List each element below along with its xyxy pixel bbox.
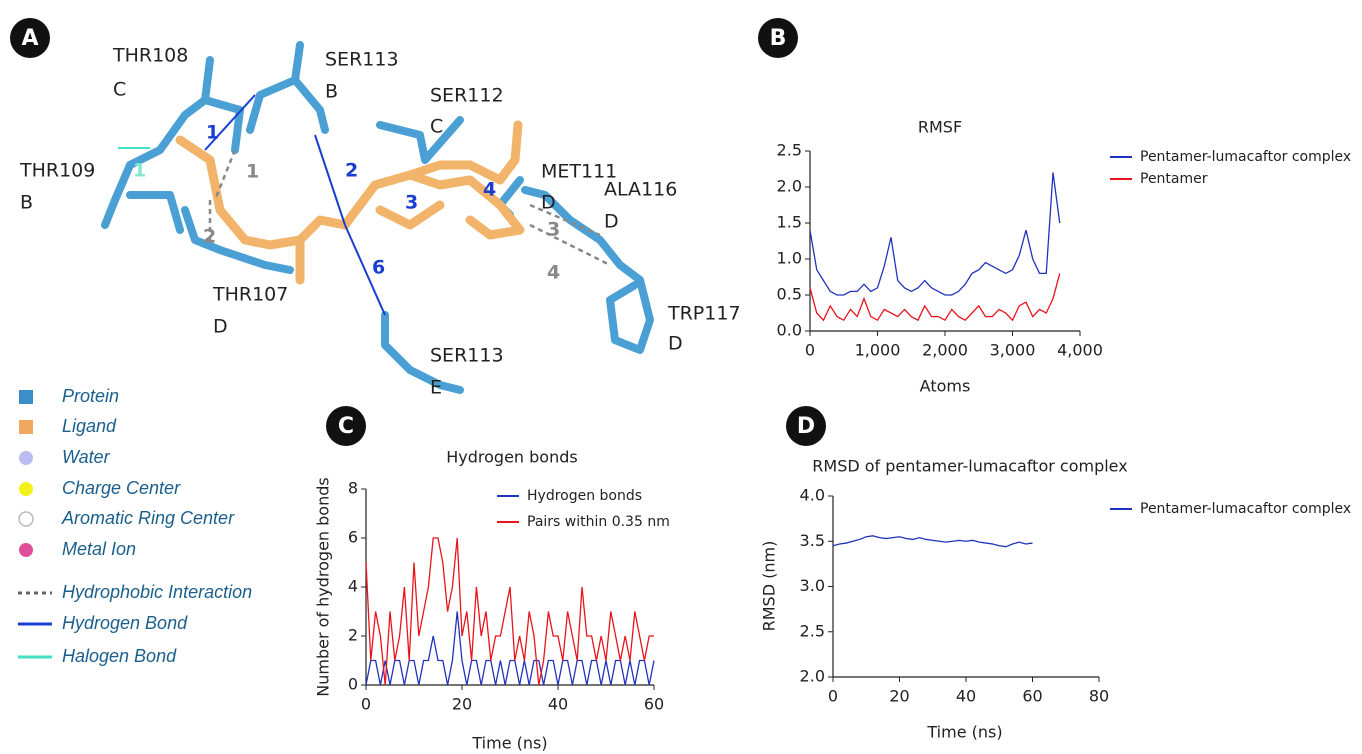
y-tick-label: 8 xyxy=(348,479,358,498)
residue-chain: D xyxy=(668,333,683,355)
x-tick-label: 2,000 xyxy=(922,341,968,360)
y-tick-label: 2 xyxy=(348,626,358,645)
residue-name: TRP117 xyxy=(667,303,741,325)
panel-label: C xyxy=(338,414,354,439)
x-tick-label: 60 xyxy=(1022,687,1042,706)
chart-title: RMSF xyxy=(918,118,962,137)
y-tick-label: 2.0 xyxy=(777,177,802,196)
residue-name: THR109 xyxy=(19,160,95,182)
legend-label: Protein xyxy=(62,386,119,406)
residue-chain: C xyxy=(113,79,126,101)
data-line xyxy=(833,536,1033,547)
x-tick-label: 20 xyxy=(889,687,909,706)
y-tick-label: 2.0 xyxy=(800,667,825,686)
legend-label: Pentamer xyxy=(1140,171,1208,187)
residue-chain: B xyxy=(325,81,338,103)
residue-name: THR108 xyxy=(112,45,188,67)
residue-chain: D xyxy=(541,192,556,214)
x-tick-label: 40 xyxy=(956,687,976,706)
y-tick-label: 4 xyxy=(348,577,358,596)
residue-chain: B xyxy=(20,192,33,214)
molecule-diagram xyxy=(105,45,650,390)
y-tick-label: 2.5 xyxy=(800,621,825,640)
legend-label: Charge Center xyxy=(62,478,181,498)
x-axis-label: Time (ns) xyxy=(926,723,1002,742)
y-axis-label: Number of hydrogen bonds xyxy=(314,477,333,696)
interaction-label: 1 xyxy=(133,160,146,182)
interaction-label: 3 xyxy=(547,219,560,241)
x-tick-label: 80 xyxy=(1089,687,1109,706)
residue-name: SER113 xyxy=(430,345,504,367)
legend-label: Water xyxy=(62,447,111,467)
residue-name: SER112 xyxy=(430,85,504,107)
y-tick-label: 2.5 xyxy=(777,141,802,160)
x-axis-label: Atoms xyxy=(920,377,971,396)
panel-labels: A B C D xyxy=(10,18,826,446)
legend-label: Hydrophobic Interaction xyxy=(62,582,252,602)
x-tick-label: 40 xyxy=(548,695,568,714)
x-tick-label: 60 xyxy=(644,695,664,714)
residue-chain: E xyxy=(430,377,442,399)
residue-chain: D xyxy=(213,316,228,338)
legend-marker xyxy=(19,543,33,557)
y-tick-label: 3.5 xyxy=(800,531,825,550)
x-tick-label: 4,000 xyxy=(1057,341,1103,360)
diagram-legend: Protein Ligand Water Charge Center Aroma… xyxy=(18,386,252,666)
legend-marker xyxy=(19,482,33,496)
legend-label: Ligand xyxy=(62,416,117,436)
residue-chain: D xyxy=(604,211,619,233)
y-axis-label: RMSD (nm) xyxy=(760,541,779,632)
legend-marker xyxy=(19,420,33,434)
panel-label: B xyxy=(770,26,787,51)
x-axis-label: Time (ns) xyxy=(471,734,547,753)
legend-label: Pentamer-lumacaftor complex xyxy=(1140,149,1351,165)
y-tick-label: 0.5 xyxy=(777,285,802,304)
legend-label: Pairs within 0.35 nm xyxy=(527,514,670,530)
legend-label: Hydrogen Bond xyxy=(62,613,188,633)
data-line xyxy=(810,273,1060,320)
legend-label: Hydrogen bonds xyxy=(527,488,642,504)
residue-name: ALA116 xyxy=(604,179,677,201)
residue-name: SER113 xyxy=(325,49,399,71)
data-line xyxy=(810,173,1060,295)
legend-label: Halogen Bond xyxy=(62,646,177,666)
residue-chain: C xyxy=(430,116,443,138)
figure: THR108 C SER113 B SER112 C THR109 B MET1… xyxy=(0,0,1362,754)
interaction-label: 4 xyxy=(547,262,560,284)
y-tick-label: 4.0 xyxy=(800,486,825,505)
y-tick-label: 1.5 xyxy=(777,213,802,232)
legend-label: Metal Ion xyxy=(62,539,136,559)
panel-label: D xyxy=(797,414,815,439)
legend-label: Aromatic Ring Center xyxy=(61,508,235,528)
x-tick-label: 1,000 xyxy=(855,341,901,360)
interaction-label: 1 xyxy=(206,122,219,144)
interaction-label: 4 xyxy=(483,179,496,201)
x-tick-label: 0 xyxy=(361,695,371,714)
legend-marker xyxy=(19,451,33,465)
legend-label: Pentamer-lumacaftor complex xyxy=(1140,501,1351,517)
interaction-label: 2 xyxy=(345,160,358,182)
panel-label: A xyxy=(21,26,38,51)
interaction-label: 2 xyxy=(203,226,216,248)
y-tick-label: 6 xyxy=(348,528,358,547)
x-tick-label: 3,000 xyxy=(990,341,1036,360)
chart-title: RMSD of pentamer-lumacaftor complex xyxy=(812,457,1127,476)
legend-marker xyxy=(19,390,33,404)
y-tick-label: 3.0 xyxy=(800,576,825,595)
interaction-label: 6 xyxy=(372,257,385,279)
x-tick-label: 0 xyxy=(805,341,815,360)
interaction-label: 3 xyxy=(405,192,418,214)
chart-title: Hydrogen bonds xyxy=(446,448,577,467)
y-tick-label: 0 xyxy=(348,675,358,694)
interaction-label: 1 xyxy=(246,161,259,183)
legend-marker xyxy=(19,512,33,526)
y-tick-label: 0.0 xyxy=(777,321,802,340)
residue-name: THR107 xyxy=(212,284,288,306)
x-tick-label: 0 xyxy=(828,687,838,706)
y-tick-label: 1.0 xyxy=(777,249,802,268)
x-tick-label: 20 xyxy=(452,695,472,714)
